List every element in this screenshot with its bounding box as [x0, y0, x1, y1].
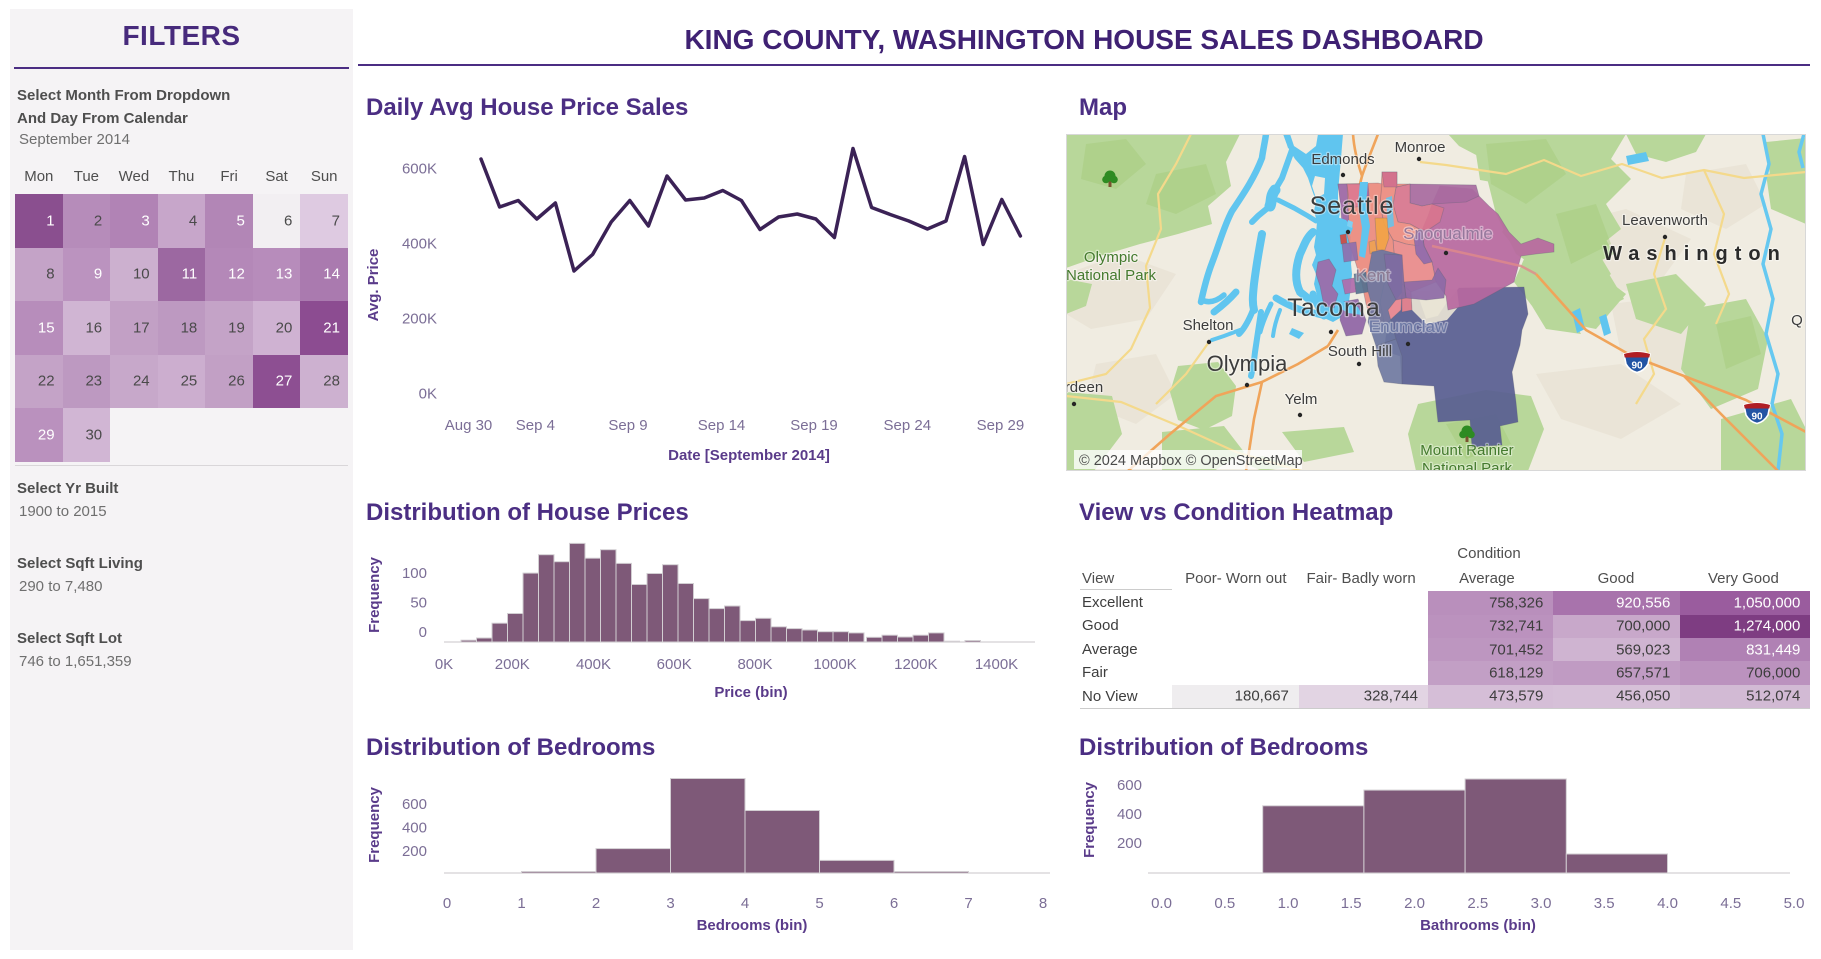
svg-text:Tacoma: Tacoma — [1287, 294, 1381, 322]
svg-text:Sep 24: Sep 24 — [884, 417, 932, 434]
svg-text:Bathrooms (bin): Bathrooms (bin) — [1420, 917, 1536, 934]
svg-text:5.0: 5.0 — [1784, 895, 1805, 912]
svg-text:National Park: National Park — [1422, 460, 1513, 471]
svg-text:0.5: 0.5 — [1214, 895, 1235, 912]
svg-text:Leavenworth: Leavenworth — [1622, 212, 1708, 229]
svg-text:800K: 800K — [737, 656, 772, 673]
svg-text:Q: Q — [1791, 312, 1803, 329]
svg-text:Sep 9: Sep 9 — [608, 417, 647, 434]
svg-text:Olympic: Olympic — [1084, 249, 1139, 266]
svg-text:Sep 4: Sep 4 — [516, 417, 555, 434]
svg-text:0: 0 — [419, 624, 427, 641]
svg-text:rdeen: rdeen — [1066, 379, 1103, 396]
svg-text:2: 2 — [592, 895, 600, 912]
svg-text:4: 4 — [741, 895, 749, 912]
svg-text:400: 400 — [1117, 806, 1142, 823]
svg-text:Washington: Washington — [1603, 243, 1787, 265]
svg-text:0K: 0K — [419, 386, 437, 403]
svg-text:National Park: National Park — [1066, 267, 1157, 284]
svg-text:200K: 200K — [402, 311, 437, 328]
svg-text:600K: 600K — [402, 161, 437, 178]
svg-text:1200K: 1200K — [894, 656, 937, 673]
svg-text:90: 90 — [1751, 412, 1763, 423]
svg-text:© 2024 Mapbox © OpenStreetMap: © 2024 Mapbox © OpenStreetMap — [1079, 453, 1303, 469]
svg-text:Sep 29: Sep 29 — [977, 417, 1025, 434]
svg-text:Yelm: Yelm — [1285, 391, 1318, 408]
svg-text:Olympia: Olympia — [1207, 351, 1288, 376]
svg-text:400K: 400K — [576, 656, 611, 673]
svg-text:Price (bin): Price (bin) — [714, 684, 787, 701]
svg-text:Frequency: Frequency — [1081, 781, 1098, 858]
svg-text:Sep 19: Sep 19 — [790, 417, 838, 434]
svg-text:6: 6 — [890, 895, 898, 912]
svg-text:8: 8 — [1039, 895, 1047, 912]
svg-text:200K: 200K — [495, 656, 530, 673]
svg-text:Shelton: Shelton — [1183, 317, 1234, 334]
svg-text:Edmonds: Edmonds — [1311, 151, 1374, 168]
svg-text:South Hill: South Hill — [1328, 343, 1392, 360]
svg-text:Frequency: Frequency — [366, 786, 383, 863]
svg-text:600: 600 — [402, 796, 427, 813]
svg-text:50: 50 — [410, 595, 427, 612]
svg-text:Sep 14: Sep 14 — [698, 417, 746, 434]
svg-text:Avg. Price: Avg. Price — [365, 249, 382, 322]
svg-text:0: 0 — [443, 895, 451, 912]
svg-text:Seattle: Seattle — [1310, 192, 1395, 220]
svg-text:Date [September 2014]: Date [September 2014] — [668, 447, 830, 464]
svg-text:Enumclaw: Enumclaw — [1369, 317, 1448, 336]
svg-text:400K: 400K — [402, 236, 437, 253]
svg-text:1: 1 — [517, 895, 525, 912]
svg-text:1.0: 1.0 — [1278, 895, 1299, 912]
svg-text:1400K: 1400K — [975, 656, 1018, 673]
svg-text:Kent: Kent — [1356, 266, 1391, 285]
svg-text:200: 200 — [1117, 835, 1142, 852]
svg-text:5: 5 — [815, 895, 823, 912]
svg-text:600: 600 — [1117, 777, 1142, 794]
svg-text:Frequency: Frequency — [366, 556, 383, 633]
svg-text:3: 3 — [666, 895, 674, 912]
svg-text:90: 90 — [1631, 361, 1643, 372]
svg-text:4.5: 4.5 — [1720, 895, 1741, 912]
svg-text:2.0: 2.0 — [1404, 895, 1425, 912]
svg-text:0.0: 0.0 — [1151, 895, 1172, 912]
svg-text:Monroe: Monroe — [1395, 139, 1446, 156]
svg-text:Bedrooms (bin): Bedrooms (bin) — [697, 917, 808, 934]
svg-text:3.5: 3.5 — [1594, 895, 1615, 912]
svg-text:4.0: 4.0 — [1657, 895, 1678, 912]
svg-text:7: 7 — [964, 895, 972, 912]
svg-text:1.5: 1.5 — [1341, 895, 1362, 912]
svg-text:3.0: 3.0 — [1531, 895, 1552, 912]
svg-text:Aug 30: Aug 30 — [445, 417, 493, 434]
svg-text:Snoqualmie: Snoqualmie — [1403, 224, 1493, 243]
svg-text:400: 400 — [402, 819, 427, 836]
svg-text:200: 200 — [402, 843, 427, 860]
svg-text:Mount Rainier: Mount Rainier — [1420, 442, 1513, 459]
svg-text:600K: 600K — [657, 656, 692, 673]
svg-text:0K: 0K — [435, 656, 453, 673]
svg-text:100: 100 — [402, 565, 427, 582]
svg-text:1000K: 1000K — [813, 656, 856, 673]
svg-text:2.5: 2.5 — [1467, 895, 1488, 912]
